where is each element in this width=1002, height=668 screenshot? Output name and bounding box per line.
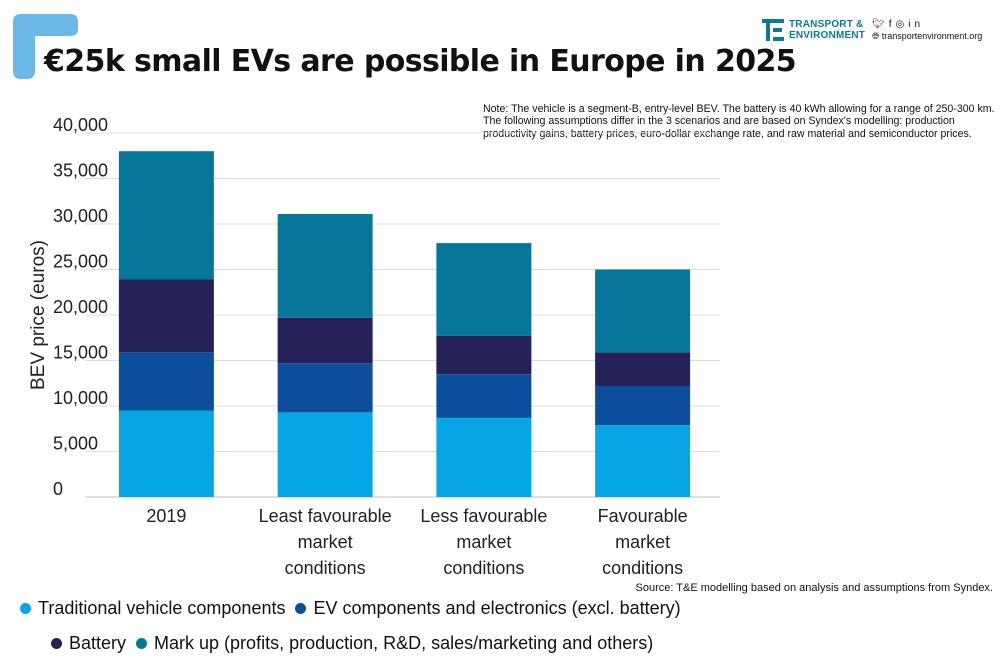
bar-segment xyxy=(118,352,214,411)
bar-segment xyxy=(595,425,691,497)
bar-segment xyxy=(118,410,214,497)
bar-segment xyxy=(118,279,214,353)
bar-segment xyxy=(277,412,373,497)
website-text: transportenvironment.org xyxy=(881,31,983,41)
bar-segment xyxy=(436,374,532,418)
bar-segment xyxy=(436,243,532,336)
y-tick-label: 5,000 xyxy=(53,434,98,454)
x-tick-label: market xyxy=(615,532,670,552)
x-tick-label: Least favourable xyxy=(259,506,392,526)
te-logo: TRANSPORT & ENVIRONMENT 🐦︎f◎in 🌐︎ transp… xyxy=(762,18,997,44)
y-tick-label: 25,000 xyxy=(53,252,108,272)
y-tick-label: 30,000 xyxy=(53,206,108,226)
bar-segment xyxy=(436,335,532,375)
bar-segment xyxy=(277,317,373,364)
bar-segment xyxy=(595,352,691,386)
chart-note: Note: The vehicle is a segment-B, entry-… xyxy=(483,103,995,140)
x-tick-label: 2019 xyxy=(146,506,186,526)
x-tick-label: Less favourable xyxy=(420,506,547,526)
x-tick-label: conditions xyxy=(602,558,683,578)
source-note: Source: T&E modelling based on analysis … xyxy=(635,582,994,594)
bar-segment xyxy=(595,269,691,353)
linkedin-icon[interactable]: in xyxy=(908,19,925,30)
y-tick-label: 10,000 xyxy=(53,388,108,408)
y-axis-label: BEV price (euros) xyxy=(28,240,49,390)
bar-segment xyxy=(118,151,214,280)
y-tick-label: 15,000 xyxy=(53,343,108,363)
brand-corner-mark xyxy=(13,14,78,79)
globe-icon: 🌐︎ xyxy=(872,31,880,41)
x-tick-label: Favourable xyxy=(598,506,688,526)
website-link[interactable]: 🌐︎ transportenvironment.org xyxy=(872,31,982,42)
legend-label: Battery xyxy=(69,633,127,653)
legend-item-ev-components: EV components and electronics (excl. bat… xyxy=(295,598,681,619)
y-tick-label: 20,000 xyxy=(53,297,108,317)
legend-row-1: Traditional vehicle components EV compon… xyxy=(20,598,691,619)
legend-dot xyxy=(136,638,148,649)
y-tick-label: 35,000 xyxy=(53,161,108,181)
te-logo-wordmark: TRANSPORT & ENVIRONMENT xyxy=(789,19,866,41)
social-icons: 🐦︎f◎in xyxy=(872,19,924,30)
te-logo-icon xyxy=(762,19,784,41)
legend-row-2: Battery Mark up (profits, production, R&… xyxy=(51,633,663,654)
bar-segment xyxy=(436,417,532,497)
x-tick-label: conditions xyxy=(443,558,524,578)
legend-item-markup: Mark up (profits, production, R&D, sales… xyxy=(136,633,653,654)
twitter-icon[interactable]: 🐦︎ xyxy=(872,19,889,30)
x-tick-label: market xyxy=(456,532,511,552)
y-tick-label: 0 xyxy=(53,479,63,499)
legend-label: Mark up (profits, production, R&D, sales… xyxy=(154,633,654,653)
bar-segment xyxy=(595,385,691,426)
page-title: €25k small EVs are possible in Europe in… xyxy=(44,44,797,79)
legend-dot xyxy=(295,603,307,614)
legend-item-battery: Battery xyxy=(51,633,126,654)
facebook-icon[interactable]: f xyxy=(888,19,896,30)
x-tick-label: market xyxy=(298,532,353,552)
bar-segment xyxy=(277,363,373,413)
legend-dot xyxy=(51,638,62,649)
legend-label: Traditional vehicle components xyxy=(38,598,286,618)
instagram-icon[interactable]: ◎ xyxy=(895,19,909,30)
x-tick-label: conditions xyxy=(285,558,366,578)
legend-label: EV components and electronics (excl. bat… xyxy=(313,598,681,618)
legend-item-traditional: Traditional vehicle components xyxy=(20,598,285,619)
y-tick-label: 40,000 xyxy=(53,115,108,135)
bar-segment xyxy=(277,213,373,318)
legend-dot xyxy=(20,603,31,614)
